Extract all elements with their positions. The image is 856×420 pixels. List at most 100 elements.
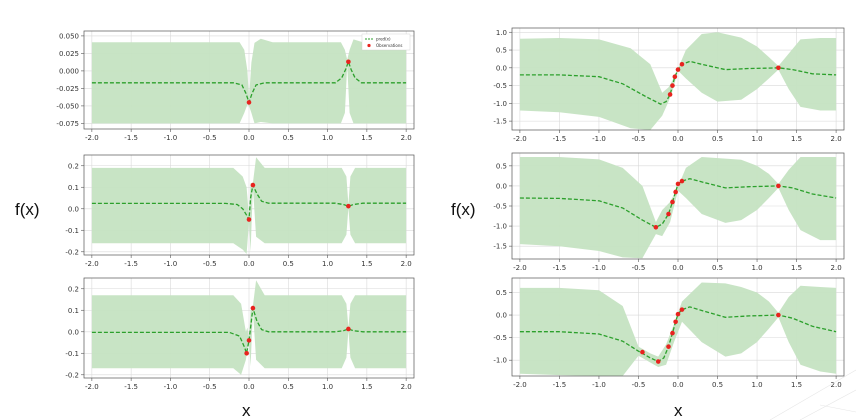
legend-observation-swatch bbox=[367, 43, 371, 48]
x-tick-label: 2.0 bbox=[831, 135, 842, 143]
x-tick-label: 0.0 bbox=[243, 134, 254, 142]
y-tick-label: 0.000 bbox=[59, 67, 79, 75]
observation-point bbox=[246, 217, 252, 222]
panel-left-1: -2.0 -1.5 -1.0 -0.5 0.0 0.5 1.0 1.5 2.0 0.050 0.02… bbox=[56, 30, 415, 142]
x-tick-label: -1.0 bbox=[592, 381, 606, 389]
x-tick-label: 1.5 bbox=[361, 134, 372, 142]
observation-point bbox=[666, 211, 671, 217]
panel-left-2: -2.0 -1.5 -1.0 -0.5 0.0 0.5 1.0 1.5 2.0 0.2 0.1 0.0… bbox=[65, 154, 415, 268]
x-tick-label: 0.0 bbox=[672, 264, 683, 272]
x-tick-label: -0.5 bbox=[632, 135, 646, 143]
y-tick-label: -0.1 bbox=[65, 227, 79, 235]
x-tick-label: 0.0 bbox=[672, 135, 683, 143]
observation-point bbox=[667, 92, 673, 97]
y-tick-label: -0.2 bbox=[65, 248, 79, 256]
panels-group: -2.0 -1.5 -1.0 -0.5 0.0 0.5 1.0 1.5 2.00.0500.02… bbox=[56, 27, 845, 391]
y-tick-label: -1.5 bbox=[493, 118, 507, 126]
y-tick-label: -0.075 bbox=[56, 120, 79, 128]
x-tick-label: 1.0 bbox=[322, 134, 333, 142]
observation-point bbox=[679, 61, 685, 67]
y-tick-label: 0.1 bbox=[68, 307, 79, 315]
observation-point bbox=[670, 199, 675, 205]
observation-point bbox=[675, 181, 681, 187]
y-tick-label: 0.0 bbox=[496, 312, 507, 320]
x-tick-label: 0.5 bbox=[712, 381, 723, 389]
observation-point bbox=[776, 65, 781, 71]
y-tick-label: -1.0 bbox=[493, 100, 507, 108]
panel-right-3: -2.0 -1.5 -1.0 -0.5 0.0 0.5 1.0 1.5 2.0 0.5 0.0 -0.… bbox=[493, 277, 845, 389]
y-tick-label: 0.0 bbox=[68, 328, 79, 336]
x-tick-label: -0.5 bbox=[632, 381, 646, 389]
panel-left-3: -2.0 -1.5 -1.0 -0.5 0.0 0.5 1.0 1.5 2.0 0.2 0.1 0.0… bbox=[65, 277, 415, 391]
x-tick-label: -0.5 bbox=[203, 260, 217, 268]
x-tick-label: -1.5 bbox=[553, 264, 567, 272]
x-tick-label: -0.5 bbox=[203, 383, 217, 391]
observation-point bbox=[346, 326, 351, 332]
legend-entry-observations: Observations bbox=[376, 43, 402, 48]
observation-point bbox=[675, 67, 681, 72]
left-xlabel: x bbox=[242, 401, 251, 420]
observation-point bbox=[679, 307, 685, 312]
left-ylabel: f(x) bbox=[15, 200, 40, 219]
y-tick-label: -0.5 bbox=[493, 82, 507, 90]
x-tick-label: 2.0 bbox=[831, 381, 842, 389]
y-tick-label: 0.5 bbox=[496, 47, 507, 55]
y-tick-label: 0.025 bbox=[59, 50, 79, 58]
y-tick-label: -0.5 bbox=[493, 334, 507, 342]
x-tick-label: -1.5 bbox=[553, 135, 567, 143]
x-tick-label: 1.0 bbox=[322, 383, 333, 391]
observation-point bbox=[673, 319, 678, 325]
observation-point bbox=[776, 312, 781, 318]
y-tick-label: 0.5 bbox=[496, 162, 507, 170]
x-tick-label: 0.5 bbox=[283, 134, 294, 142]
x-tick-label: -2.0 bbox=[85, 383, 99, 391]
y-tick-label: 0.5 bbox=[496, 289, 507, 297]
panel-right-2: -2.0 -1.5 -1.0 -0.5 0.0 0.5 1.0 1.5 2.0 0.5 0.0 -0.… bbox=[493, 152, 845, 272]
confidence-band bbox=[91, 280, 407, 375]
x-tick-label: 1.5 bbox=[361, 260, 372, 268]
observation-point bbox=[666, 344, 671, 349]
y-tick-label: 1.0 bbox=[496, 29, 507, 37]
x-tick-label: -0.5 bbox=[632, 264, 646, 272]
x-tick-label: -0.5 bbox=[203, 134, 217, 142]
x-tick-label: 0.5 bbox=[712, 264, 723, 272]
y-tick-label: -0.5 bbox=[493, 203, 507, 211]
x-tick-label: -2.0 bbox=[85, 134, 99, 142]
y-tick-label: 0.2 bbox=[68, 285, 79, 293]
y-tick-label: 0.2 bbox=[68, 162, 79, 170]
x-tick-label: -1.5 bbox=[124, 134, 138, 142]
observation-point bbox=[776, 183, 781, 189]
observation-point bbox=[673, 189, 678, 195]
legend-box bbox=[361, 33, 411, 51]
x-tick-label: 1.0 bbox=[751, 135, 762, 143]
x-tick-label: -1.0 bbox=[592, 135, 606, 143]
x-tick-label: 1.5 bbox=[791, 381, 802, 389]
observation-point bbox=[244, 350, 249, 356]
x-tick-label: -1.5 bbox=[124, 260, 138, 268]
x-tick-label: 0.0 bbox=[672, 381, 683, 389]
x-tick-label: -1.0 bbox=[164, 260, 178, 268]
x-tick-label: -2.0 bbox=[513, 264, 527, 272]
x-tick-label: 2.0 bbox=[401, 260, 412, 268]
y-tick-label: 0.0 bbox=[68, 205, 79, 213]
y-tick-label: -0.050 bbox=[56, 102, 79, 110]
x-tick-label: 1.5 bbox=[791, 264, 802, 272]
x-tick-label: 2.0 bbox=[401, 134, 412, 142]
x-tick-label: 0.5 bbox=[283, 383, 294, 391]
observation-point bbox=[653, 224, 659, 230]
y-tick-label: -1.0 bbox=[493, 357, 507, 365]
legend: pred(x)Observations bbox=[361, 33, 411, 51]
confidence-band bbox=[91, 38, 407, 124]
y-tick-label: -0.2 bbox=[65, 371, 79, 379]
x-tick-label: 1.0 bbox=[322, 260, 333, 268]
y-tick-label: 0.1 bbox=[68, 184, 79, 192]
observation-point bbox=[675, 311, 681, 317]
legend-entry-pred: pred(x) bbox=[376, 37, 391, 42]
observation-point bbox=[670, 83, 675, 88]
x-tick-label: 0.5 bbox=[712, 135, 723, 143]
y-tick-label: -0.025 bbox=[56, 85, 79, 93]
confidence-band bbox=[519, 282, 837, 376]
observation-point bbox=[346, 59, 351, 65]
y-tick-label: -1.0 bbox=[493, 223, 507, 231]
observation-point bbox=[246, 338, 252, 343]
